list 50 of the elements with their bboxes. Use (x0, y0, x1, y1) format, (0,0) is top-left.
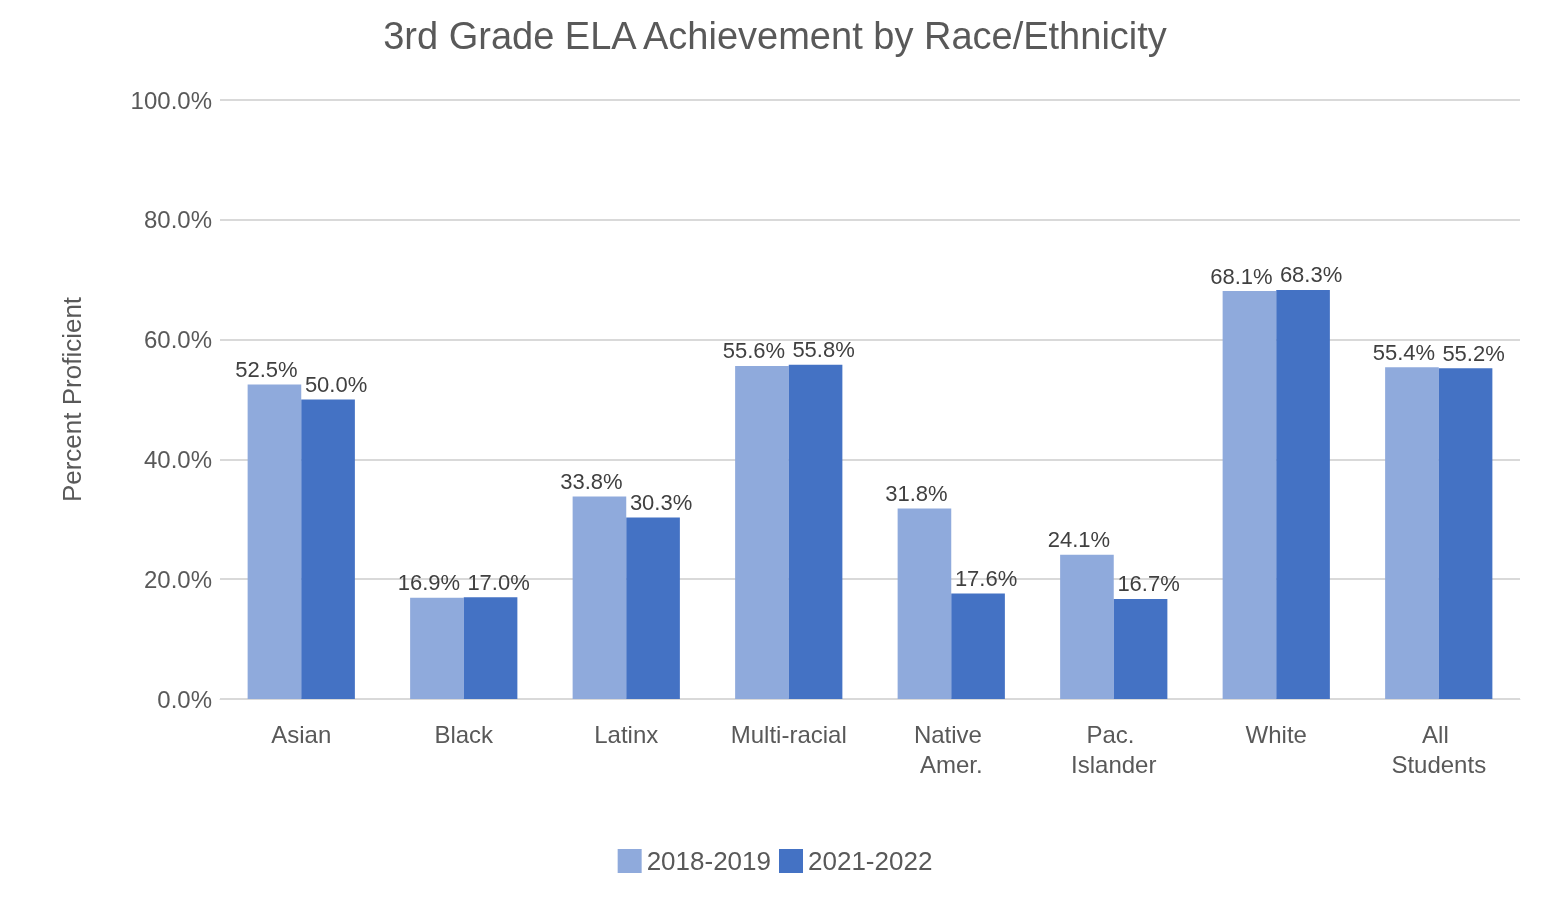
data-label: 16.9% (397, 570, 461, 596)
data-label: 55.2% (1442, 340, 1505, 366)
y-tick-label: 60.0% (143, 326, 212, 354)
bar (463, 597, 518, 699)
x-tick-label: Pac. Islander (1071, 720, 1157, 778)
bar (626, 517, 680, 699)
data-label: 68.1% (1210, 263, 1273, 289)
data-label: 52.5% (235, 357, 298, 383)
data-label: 55.4% (1372, 339, 1436, 365)
y-tick-label: 100.0% (130, 86, 212, 114)
x-tick-label: All Students (1391, 720, 1487, 778)
data-label: 50.0% (304, 372, 368, 397)
x-tick-label: Asian (271, 720, 332, 748)
legend-label: 2018-2019 (646, 846, 772, 876)
legend-label: 2021-2022 (808, 846, 933, 876)
data-label: 30.3% (629, 490, 693, 515)
bar (735, 365, 789, 699)
bar (572, 496, 627, 699)
bar (788, 364, 843, 699)
y-tick-label: 0.0% (157, 685, 212, 713)
x-tick-label: Multi-racial (730, 720, 847, 748)
y-tick-label: 40.0% (143, 445, 212, 473)
data-label: 16.7% (1117, 571, 1180, 597)
data-label: 55.8% (792, 337, 855, 363)
data-label: 24.1% (1047, 527, 1111, 553)
data-label: 17.0% (467, 569, 530, 595)
bar (1113, 598, 1168, 699)
data-label: 55.6% (722, 338, 786, 364)
bar (1385, 367, 1439, 699)
bar (301, 399, 355, 699)
x-tick-label: Latinx (594, 720, 659, 748)
x-tick-label: White (1245, 720, 1307, 748)
bar (410, 597, 464, 699)
bar (1438, 368, 1493, 699)
x-tick-label: Native Amer. (913, 720, 989, 778)
bar (1222, 291, 1277, 699)
data-label: 31.8% (885, 481, 948, 507)
bar (1276, 289, 1330, 699)
data-label: 33.8% (560, 469, 623, 495)
data-label: 17.6% (954, 566, 1018, 592)
bar (951, 593, 1005, 699)
bar (1060, 554, 1114, 699)
chart-title: 3rd Grade ELA Achievement by Race/Ethnicity (383, 15, 1167, 57)
y-tick-label: 80.0% (143, 206, 212, 234)
y-axis-title: Percent Proficient (57, 296, 87, 503)
x-tick-label: Black (434, 720, 495, 748)
bar (897, 508, 952, 699)
y-tick-label: 20.0% (143, 565, 212, 593)
bar (247, 384, 302, 699)
data-label: 68.3% (1279, 262, 1343, 288)
